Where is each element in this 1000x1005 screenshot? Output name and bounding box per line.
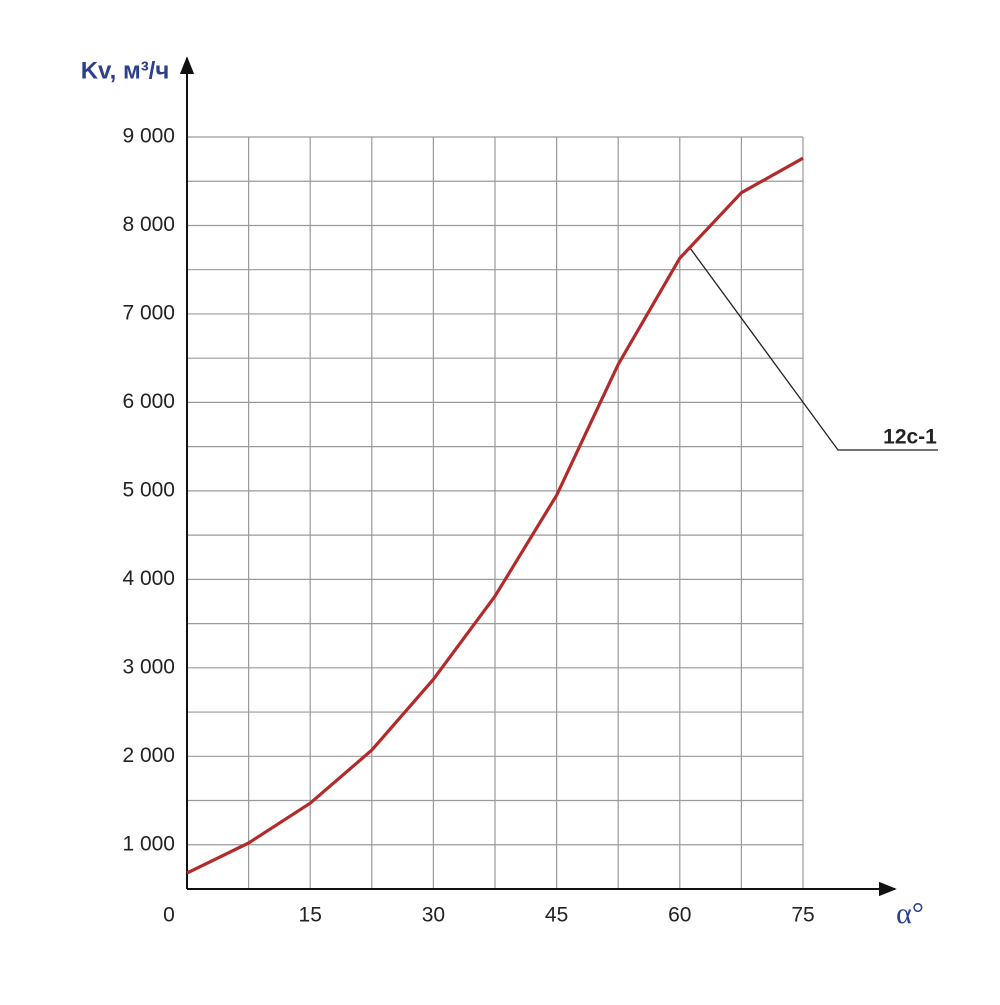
- x-tick-label: 15: [299, 904, 322, 927]
- x-axis-label: α°: [896, 897, 924, 930]
- y-tick-label: 2 000: [122, 744, 175, 767]
- y-tick-label: 9 000: [122, 125, 175, 148]
- leader-line: [689, 247, 938, 451]
- x-tick-label: 75: [791, 904, 814, 927]
- y-axis-label: Kv, м³/ч: [81, 57, 170, 84]
- y-tick-label: 7 000: [122, 301, 175, 324]
- y-tick-label: 5 000: [122, 478, 175, 501]
- x-tick-label: 30: [422, 904, 445, 927]
- data-line: [186, 156, 804, 875]
- y-tick-label: 4 000: [122, 567, 175, 590]
- y-tick-label: 3 000: [122, 655, 175, 678]
- x-tick-label: 45: [545, 904, 568, 927]
- y-tick-label: 8 000: [122, 213, 175, 236]
- grid: [186, 136, 804, 889]
- y-tick-label: 6 000: [122, 390, 175, 413]
- series-label: 12c-1: [883, 426, 937, 449]
- x-tick-label: 0: [163, 904, 175, 927]
- x-tick-label: 60: [668, 904, 691, 927]
- y-tick-label: 1 000: [122, 832, 175, 855]
